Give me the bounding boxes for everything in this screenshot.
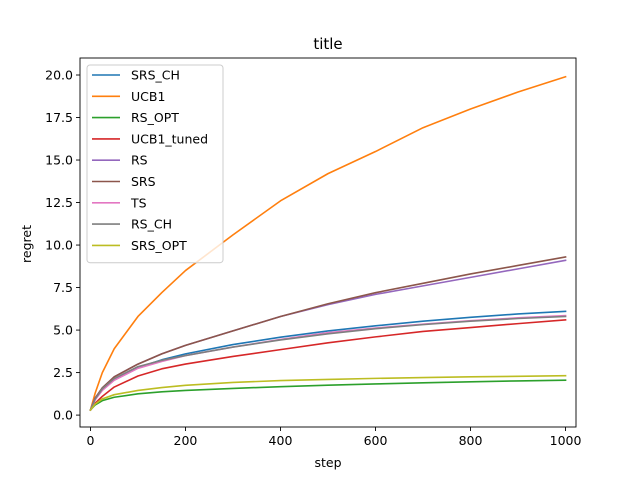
series-line-rs-opt (89, 379, 567, 412)
legend: SRS_CH UCB1 RS_OPT UCB1_tuned RS SRS TS RS_CH SR… (86, 64, 224, 264)
series-lines (89, 75, 567, 412)
legend-label: RS_CH (131, 217, 172, 232)
legend-label: SRS_OPT (131, 238, 187, 253)
series-line-rs-ch (89, 315, 567, 412)
legend-label: UCB1 (131, 89, 165, 104)
plot-frame (79, 57, 577, 428)
y-tick-label: 12.5 (45, 195, 73, 210)
legend-label: SRS (131, 174, 156, 189)
legend-label: UCB1_tuned (131, 131, 208, 146)
y-tick-label: 20.0 (45, 68, 73, 83)
legend-box (86, 64, 224, 264)
y-tick-label: 0.0 (53, 408, 73, 423)
chart-title: title (313, 35, 342, 53)
series-line-srs-opt (89, 374, 567, 412)
x-tick-label: 1000 (550, 433, 582, 448)
legend-label: SRS_CH (131, 68, 180, 83)
y-tick-label: 10.0 (45, 238, 73, 253)
legend-label: TS (130, 195, 147, 210)
x-tick-label: 200 (174, 433, 198, 448)
y-axis-label: regret (19, 225, 34, 263)
x-axis-label: step (314, 455, 341, 470)
y-tick-label: 17.5 (45, 110, 73, 125)
x-tick-label: 600 (364, 433, 388, 448)
y-tick-label: 15.0 (45, 153, 73, 168)
x-tick-label: 400 (269, 433, 293, 448)
x-tick-label: 0 (86, 433, 94, 448)
axes: 0 200 400 600 800 1000 0.0 2.5 5.0 7.5 10.0 12.5 15.… (45, 57, 582, 448)
y-tick-label: 2.5 (53, 365, 73, 380)
legend-label: RS_OPT (131, 110, 179, 125)
series-line-ucb1 (89, 75, 567, 411)
y-tick-label: 7.5 (53, 280, 73, 295)
series-line-ucb1-tuned (89, 319, 567, 412)
legend-label: RS (131, 153, 148, 168)
series-line-srs (89, 256, 567, 412)
series-line-ts (89, 314, 567, 412)
y-tick-label: 5.0 (53, 323, 73, 338)
x-tick-label: 800 (459, 433, 483, 448)
